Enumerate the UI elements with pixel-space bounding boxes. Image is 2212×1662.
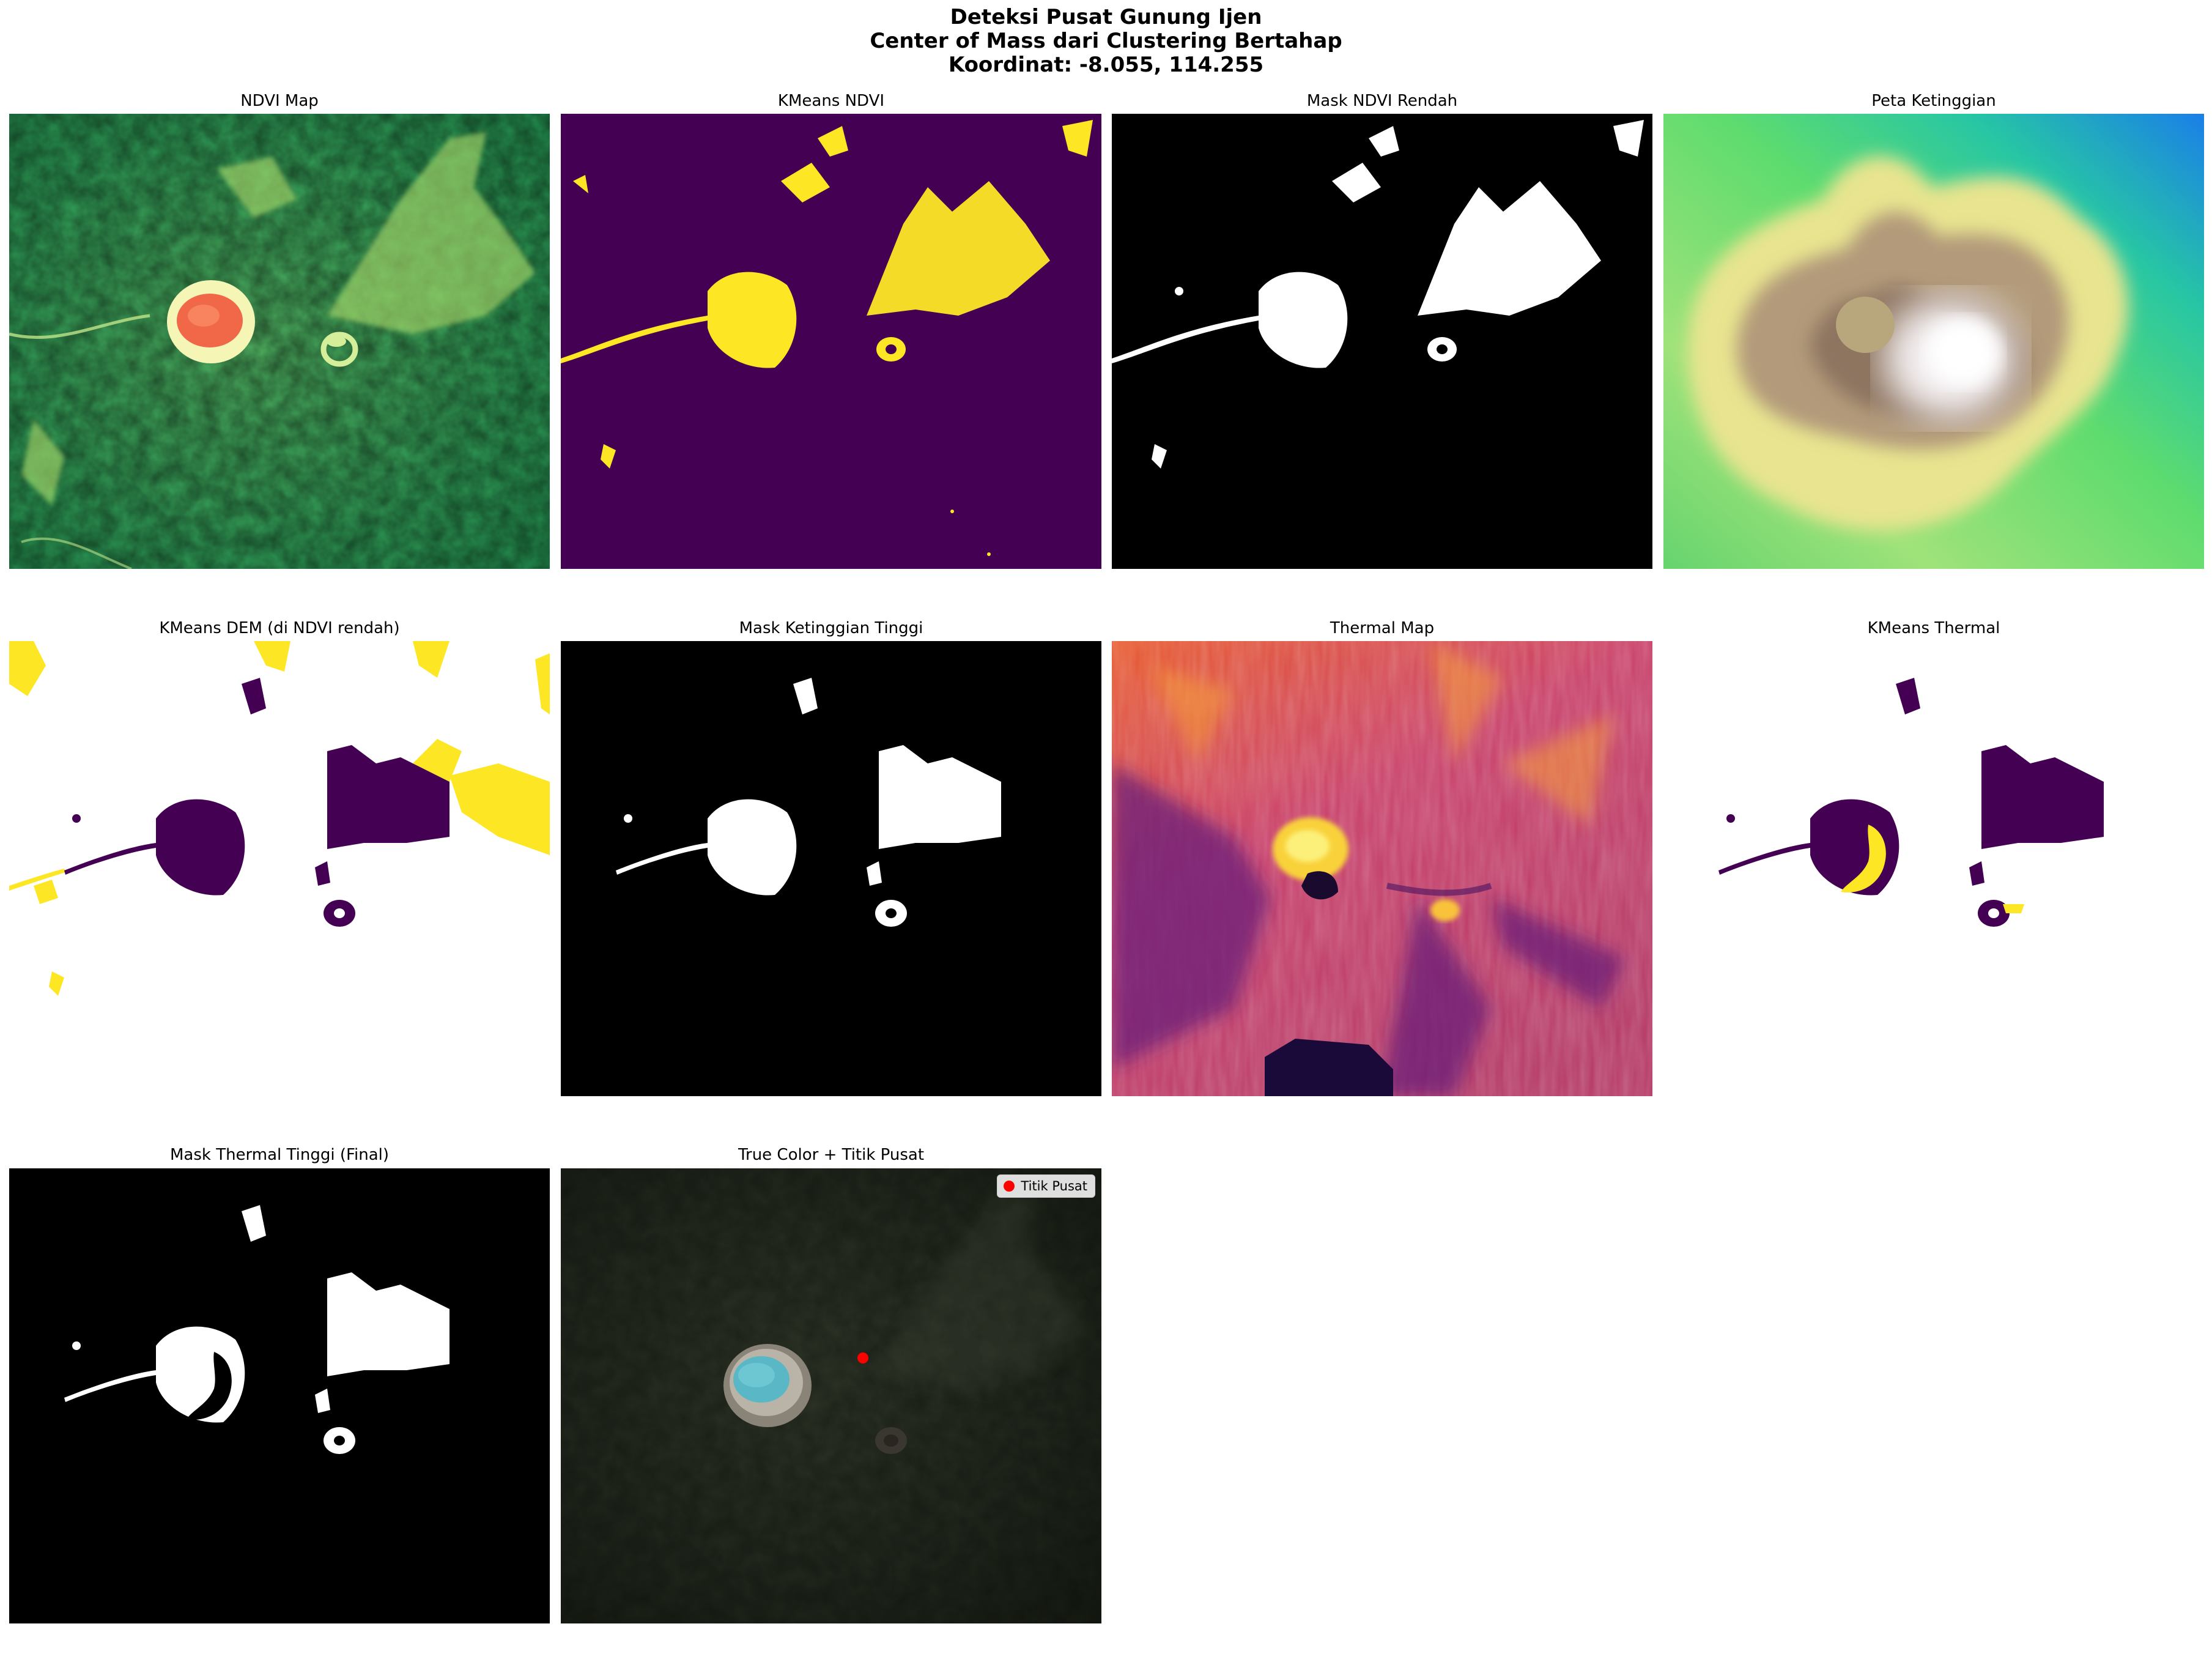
legend-marker-icon [1004,1181,1015,1192]
kmeans-ndvi-image [561,114,1101,569]
panel-title-thermal-map: Thermal Map [1330,619,1435,637]
legend-label: Titik Pusat [1021,1179,1087,1193]
figure-title-line-2: Center of Mass dari Clustering Bertahap [870,29,1342,53]
kmeans-thermal-image [1663,641,2204,1096]
panel-title-mask-ketinggian-tinggi: Mask Ketinggian Tinggi [739,619,923,637]
mask-ndvi-rendah-image [1112,114,1652,569]
kmeans-dem-image [9,641,550,1096]
panel-title-mask-thermal-final: Mask Thermal Tinggi (Final) [169,1146,390,1164]
panel-title-mask-ndvi-rendah: Mask NDVI Rendah [1306,92,1458,110]
panel-title-peta-ketinggian: Peta Ketinggian [1871,92,1996,110]
peta-ketinggian-image [1663,114,2204,569]
figure-title-line-1: Deteksi Pusat Gunung Ijen [950,5,1262,29]
ndvi-map-image [9,114,550,569]
panel-title-kmeans-thermal: KMeans Thermal [1867,619,2000,637]
panel-title-ndvi-map: NDVI Map [240,92,319,110]
figure-title-line-3: Koordinat: -8.055, 114.255 [948,53,1264,77]
panel-title-kmeans-ndvi: KMeans NDVI [777,92,885,110]
legend: Titik Pusat [997,1174,1095,1198]
panel-title-kmeans-dem: KMeans DEM (di NDVI rendah) [159,619,400,637]
panel-title-true-color: True Color + Titik Pusat [738,1146,925,1164]
mask-ketinggian-tinggi-image [561,641,1101,1096]
thermal-map-image [1112,641,1652,1096]
true-color-image: Titik Pusat [561,1168,1101,1623]
mask-thermal-final-image [9,1168,550,1623]
titik-pusat-marker [857,1352,868,1363]
